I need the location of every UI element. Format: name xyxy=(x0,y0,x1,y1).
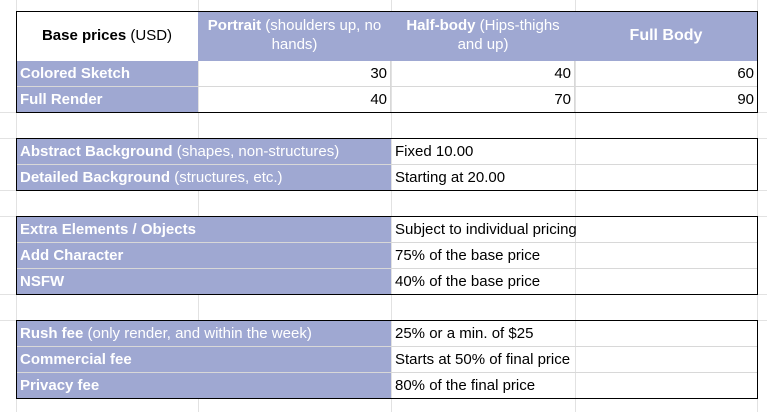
table-row: Full Render 40 70 90 xyxy=(16,87,757,112)
row-label[interactable]: Extra Elements / Objects xyxy=(16,217,391,242)
table-border xyxy=(16,216,17,295)
table-border xyxy=(16,190,758,191)
row-label[interactable]: Colored Sketch xyxy=(16,61,198,86)
table-row: Add Character 75% of the base price xyxy=(16,243,757,269)
table-row: Colored Sketch 30 40 60 xyxy=(16,61,757,87)
row-value[interactable]: Starting at 20.00 xyxy=(395,169,506,186)
cell-half-body-price[interactable]: 70 xyxy=(391,87,575,112)
table-border xyxy=(757,11,758,113)
row-value[interactable]: 25% or a min. of $25 xyxy=(395,325,534,342)
table-border xyxy=(16,216,758,217)
table-row: Privacy fee 80% of the final price xyxy=(16,373,757,398)
table-border xyxy=(16,11,17,113)
table-border xyxy=(16,294,758,295)
gridline xyxy=(391,0,392,412)
table-header-row: Base prices (USD) Portrait (shoulders up… xyxy=(16,11,757,61)
row-label[interactable]: Abstract Background (shapes, non-structu… xyxy=(16,139,391,164)
row-label[interactable]: Add Character xyxy=(16,243,391,268)
row-value[interactable]: Fixed 10.00 xyxy=(395,143,474,160)
cell-portrait-price[interactable]: 30 xyxy=(198,61,391,86)
row-label[interactable]: Rush fee (only render, and within the we… xyxy=(16,321,391,346)
row-label[interactable]: NSFW xyxy=(16,269,391,294)
gridline xyxy=(16,0,17,412)
table-row: Abstract Background (shapes, non-structu… xyxy=(16,139,757,165)
header-portrait-desc: (shoulders up, no hands) xyxy=(261,17,382,53)
header-portrait[interactable]: Portrait (shoulders up, no hands) xyxy=(198,11,391,61)
table-border xyxy=(16,11,758,12)
row-label[interactable]: Commercial fee xyxy=(16,347,391,372)
header-half-body-desc: (Hips-thighs and up) xyxy=(457,17,560,53)
gridline xyxy=(198,0,199,412)
header-portrait-bold: Portrait xyxy=(207,17,262,34)
row-value[interactable]: Subject to individual pricing xyxy=(395,221,577,238)
cell-half-body-price[interactable]: 40 xyxy=(391,61,575,86)
cell-full-body-price[interactable]: 60 xyxy=(737,65,754,82)
table-row: Commercial fee Starts at 50% of final pr… xyxy=(16,347,757,373)
header-base-prices[interactable]: Base prices (USD) xyxy=(16,11,198,61)
table-border xyxy=(757,320,758,399)
header-half-body[interactable]: Half-body (Hips-thighs and up) xyxy=(391,11,575,61)
row-value[interactable]: 75% of the base price xyxy=(395,247,541,264)
row-label[interactable]: Full Render xyxy=(16,87,198,112)
row-value[interactable]: 80% of the final price xyxy=(395,377,536,394)
cell-portrait-price[interactable]: 40 xyxy=(198,87,391,112)
row-label[interactable]: Privacy fee xyxy=(16,373,391,398)
gridline xyxy=(757,0,758,412)
table-border xyxy=(16,138,758,139)
row-value[interactable]: 40% of the base price xyxy=(395,273,541,290)
table-border xyxy=(757,138,758,191)
table-border xyxy=(16,320,17,399)
row-label[interactable]: Detailed Background (structures, etc.) xyxy=(16,165,391,190)
table-row: Rush fee (only render, and within the we… xyxy=(16,321,757,347)
header-full-body[interactable]: Full Body xyxy=(575,11,757,61)
table-border xyxy=(16,138,17,191)
table-border xyxy=(16,112,758,113)
table-border xyxy=(757,216,758,295)
table-row: Detailed Background (structures, etc.) S… xyxy=(16,165,757,190)
gridline xyxy=(575,0,576,412)
header-base-prices-unit: (USD) xyxy=(126,27,173,44)
table-border xyxy=(16,398,758,399)
table-row: NSFW 40% of the base price xyxy=(16,269,757,294)
table-border xyxy=(16,320,758,321)
row-value[interactable]: Starts at 50% of final price xyxy=(395,351,571,368)
cell-full-body-price[interactable]: 90 xyxy=(737,91,754,108)
header-base-prices-bold: Base prices xyxy=(41,27,127,44)
table-row: Extra Elements / Objects Subject to indi… xyxy=(16,217,757,243)
header-half-body-bold: Half-body xyxy=(406,17,476,34)
